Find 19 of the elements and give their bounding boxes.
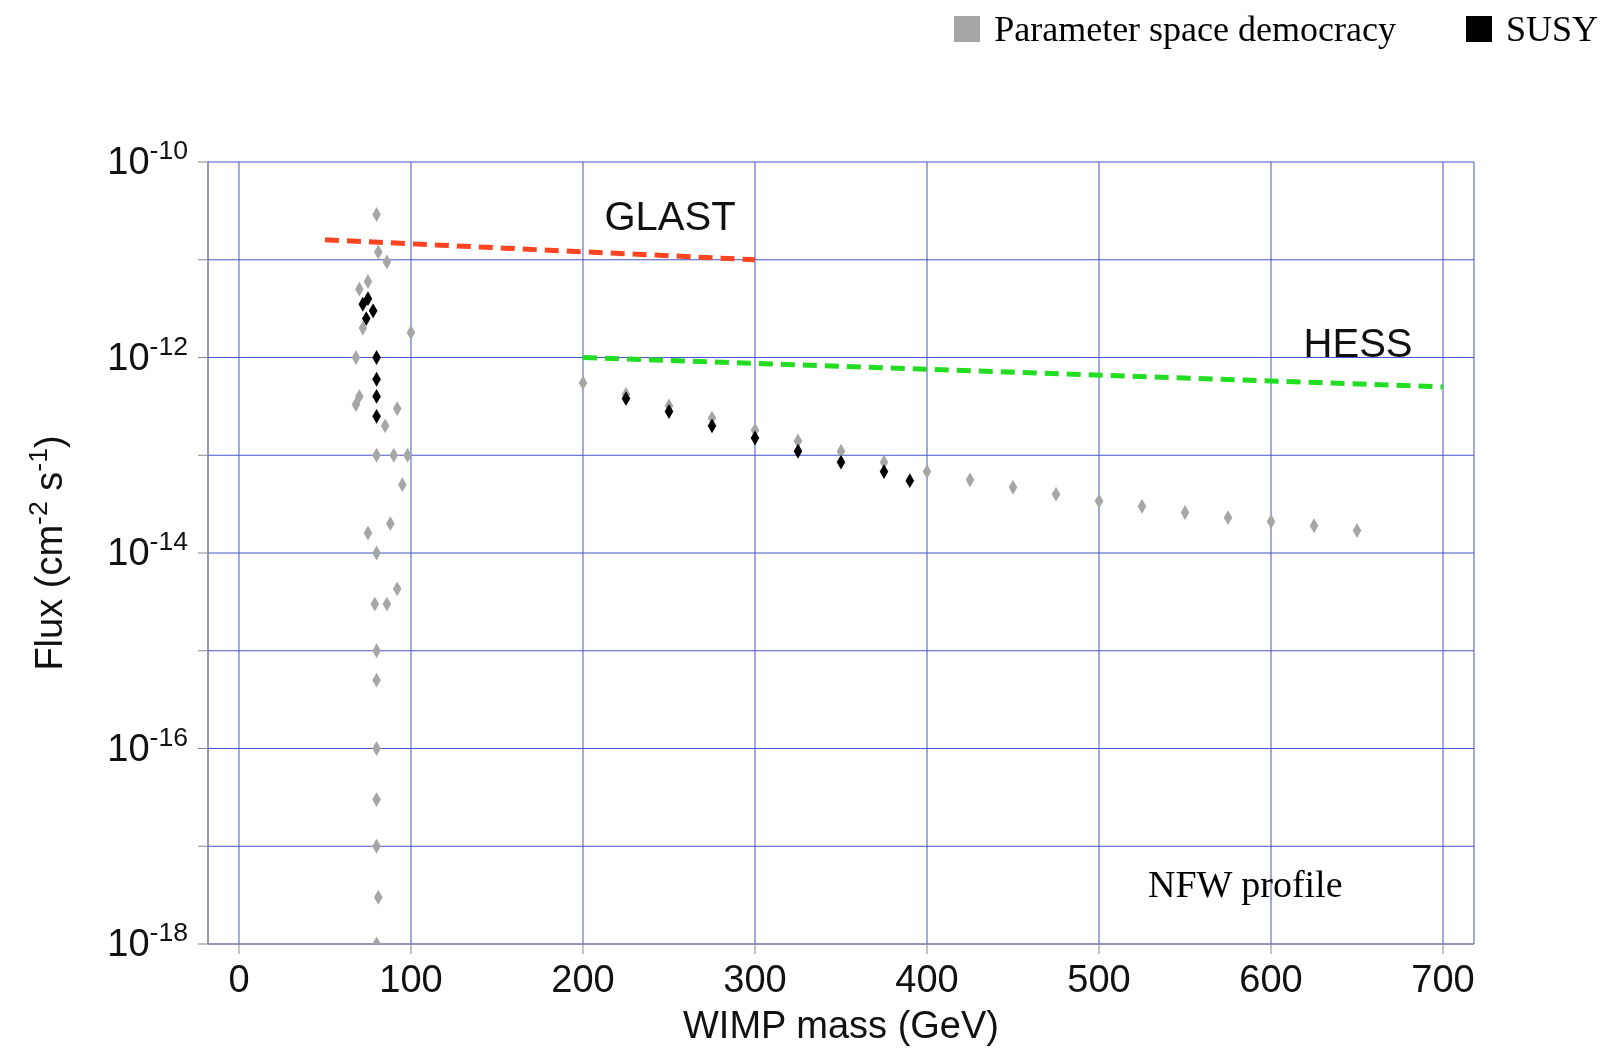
series-label: HESS <box>1303 320 1413 365</box>
x-tick-label: 300 <box>723 958 787 1000</box>
legend-label: SUSY <box>1505 8 1598 50</box>
legend-label: Parameter space democracy <box>994 8 1396 50</box>
x-axis-title: WIMP mass (GeV) <box>683 1004 999 1046</box>
y-tick-label: 10$^{-14}$ <box>107 526 189 573</box>
y-tick-label: 10$^{-18}$ <box>107 917 188 964</box>
annotation: NFW profile <box>1148 862 1343 906</box>
x-tick-label: 0 <box>228 958 250 1000</box>
x-tick-label: 500 <box>1067 958 1131 1000</box>
x-tick-label: 100 <box>379 958 443 1000</box>
y-tick-label: 10$^{-12}$ <box>107 330 188 378</box>
y-tick-label: 10$^{-10}$ <box>107 135 188 182</box>
x-tick-label: 600 <box>1239 958 1303 1000</box>
x-tick-label: 700 <box>1411 958 1475 1000</box>
y-tick-label: 10$^{-16}$ <box>107 721 188 769</box>
series-label: GLAST <box>604 193 736 238</box>
x-tick-label: 200 <box>551 958 615 1000</box>
x-tick-label: 400 <box>895 958 959 1000</box>
